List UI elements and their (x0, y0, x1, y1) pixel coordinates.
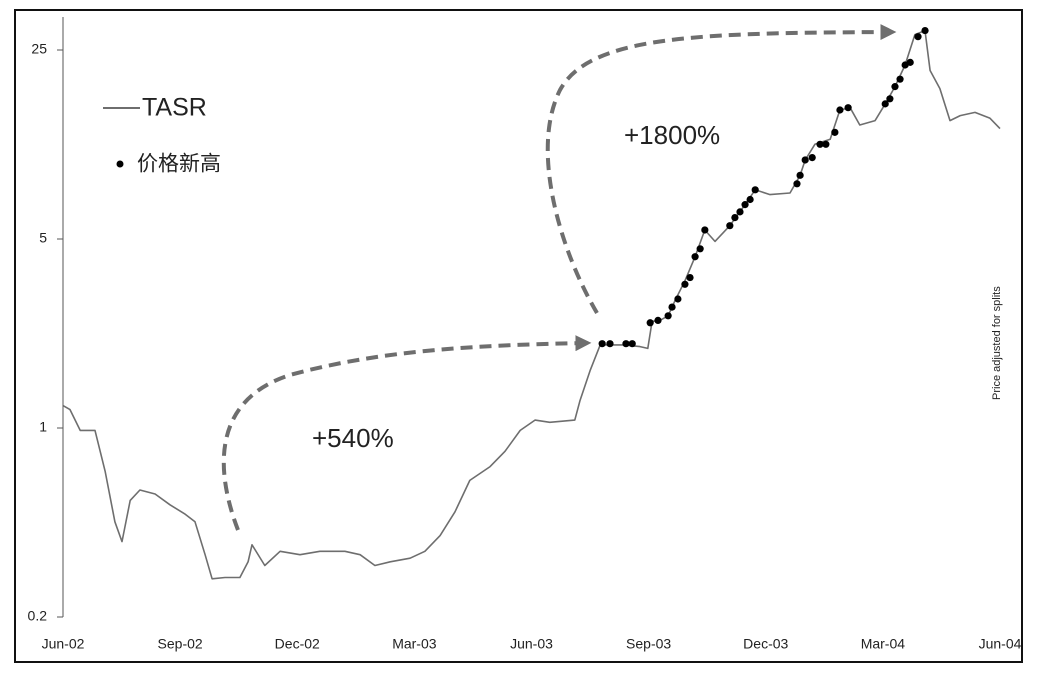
new-high-dot (921, 26, 929, 35)
new-high-dot (681, 280, 689, 288)
x-tick-label: Jun-03 (510, 636, 553, 652)
annotation: +1800% (624, 120, 720, 150)
new-high-dot (654, 316, 662, 324)
annotation: +540% (312, 423, 394, 453)
new-high-dot (808, 154, 816, 162)
new-high-dot (696, 245, 704, 253)
new-high-dot (746, 195, 754, 204)
new-high-dot (836, 106, 844, 114)
new-high-dot (726, 222, 734, 230)
x-tick-label: Jun-04 (979, 636, 1022, 652)
new-high-dot (646, 319, 654, 327)
arrow (545, 24, 897, 315)
legend-label: TASR (142, 94, 207, 122)
legend-dot (116, 160, 124, 168)
price-line (62, 29, 1001, 580)
new-high-dot (844, 104, 852, 112)
new-high-dot (751, 186, 759, 194)
new-high-dot (914, 33, 922, 41)
y-tick-label: 1 (39, 419, 47, 435)
y-tick-label: 0.2 (28, 608, 48, 624)
x-tick-label: Dec-03 (743, 636, 788, 652)
new-high-dot (881, 100, 889, 108)
annotation: Price adjusted for splits (991, 286, 1003, 400)
new-high-dot (701, 226, 709, 234)
x-tick-label: Sep-02 (158, 636, 203, 652)
new-high-dot (622, 340, 630, 348)
new-high-dot (686, 273, 694, 282)
new-high-dot (628, 340, 636, 348)
new-high-dot (801, 156, 809, 164)
x-tick-label: Sep-03 (626, 636, 671, 652)
new-high-dot (691, 253, 699, 261)
new-high-dot (886, 95, 894, 103)
new-high-dot (731, 213, 739, 222)
new-high-dot (891, 83, 899, 91)
new-high-dot (796, 171, 804, 179)
legend-label: 价格新高 (137, 153, 221, 176)
new-high-dot (598, 340, 606, 348)
new-high-dot (793, 180, 801, 188)
frame (14, 9, 1023, 663)
x-tick-label: Mar-03 (392, 636, 437, 652)
arrow (221, 335, 592, 531)
new-high-dot (822, 140, 830, 148)
new-high-dot (816, 140, 824, 148)
new-high-dot (664, 312, 672, 320)
new-high-dot (906, 58, 914, 66)
x-tick-label: Mar-04 (861, 636, 906, 652)
x-tick-label: Dec-02 (275, 636, 320, 652)
new-high-dot (736, 208, 744, 216)
x-tick-label: Jun-02 (42, 636, 85, 652)
new-high-dot (831, 128, 839, 136)
new-high-dot (674, 295, 682, 303)
y-tick-label: 25 (31, 41, 47, 57)
new-high-dot (668, 303, 676, 311)
new-high-dot (606, 340, 614, 348)
y-tick-label: 5 (39, 230, 47, 246)
new-high-dot (896, 75, 904, 83)
new-high-dot (741, 201, 749, 209)
